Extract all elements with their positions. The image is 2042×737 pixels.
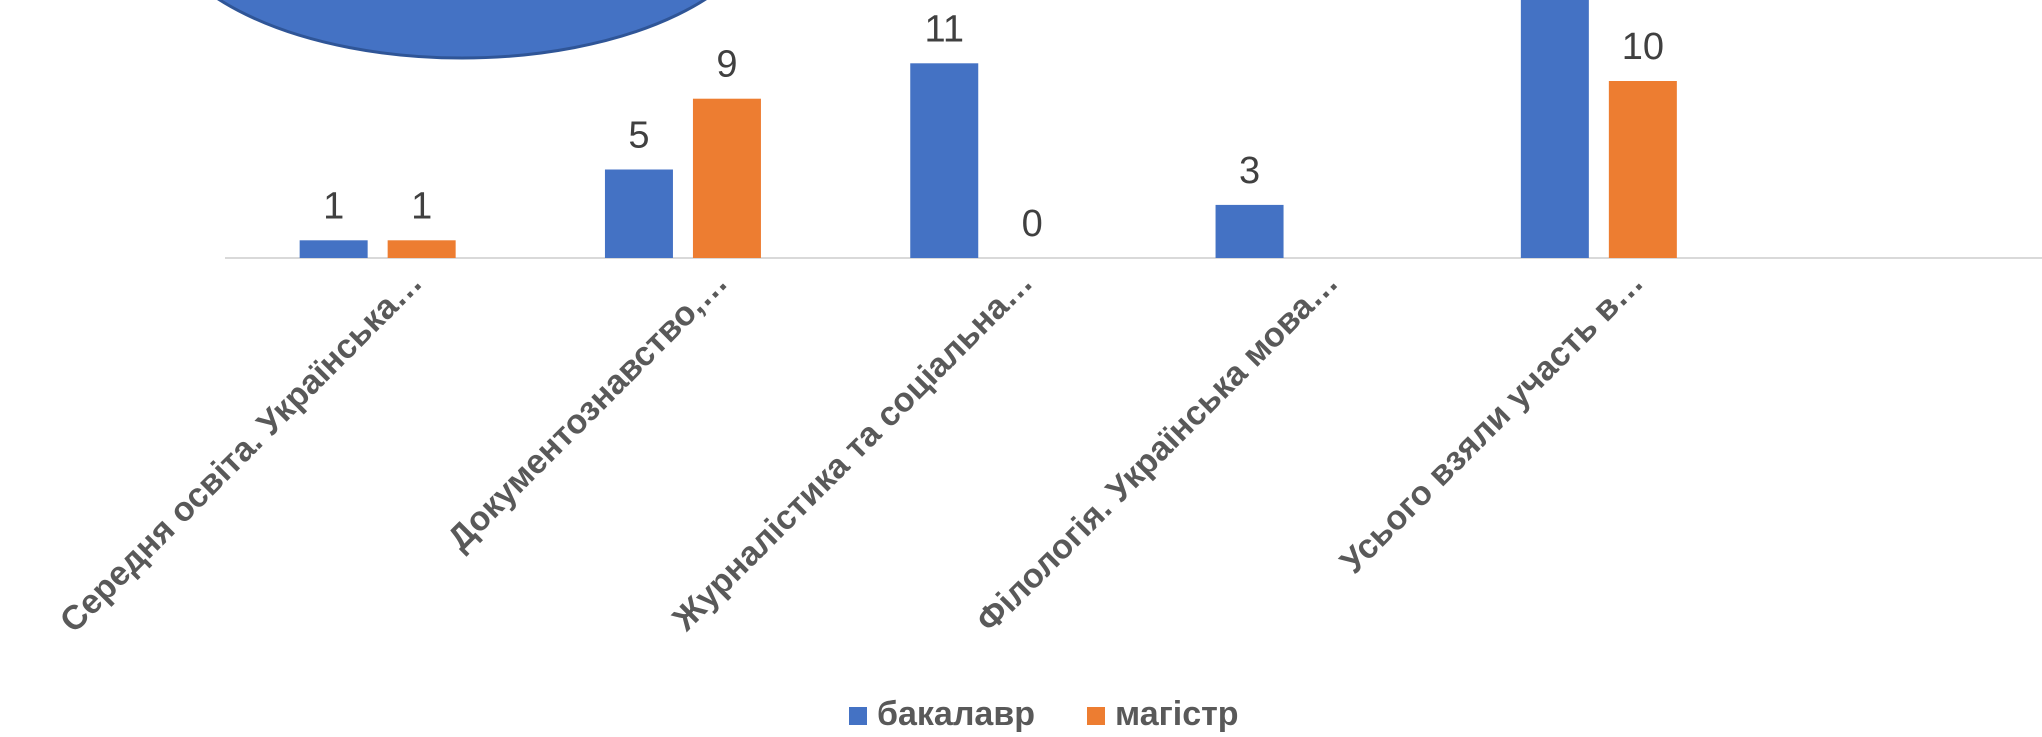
x-tick-label: Усього взяли участь в…: [1333, 263, 1651, 581]
bar: [604, 169, 673, 258]
data-label: 1: [323, 185, 344, 227]
data-label: 9: [716, 44, 737, 86]
bar: [1520, 0, 1589, 258]
data-label: 3: [1239, 150, 1260, 192]
data-label: 10: [1622, 26, 1664, 68]
data-label: 0: [1022, 203, 1043, 245]
data-label: 11: [925, 8, 964, 50]
legend-label: бакалавр: [877, 695, 1035, 733]
x-tick-label: Журналістика та соціальна…: [665, 263, 1041, 639]
bar: [299, 240, 368, 258]
bar: [387, 240, 456, 258]
bar: [910, 63, 979, 258]
x-tick-label: Філологія. Українська мова…: [969, 263, 1346, 640]
legend-swatch: [1087, 707, 1105, 725]
bar: [692, 98, 761, 258]
decorative-ellipse: [217, 0, 707, 60]
bar: [1215, 204, 1284, 258]
x-tick-label: Середня освіта. Українська…: [53, 263, 430, 640]
legend-label: магістр: [1115, 695, 1239, 733]
x-tick-label: Документознавство,…: [440, 263, 735, 558]
bar: [1608, 81, 1677, 258]
data-label: 5: [628, 115, 649, 157]
data-label: 1: [411, 185, 432, 227]
legend-swatch: [849, 707, 867, 725]
